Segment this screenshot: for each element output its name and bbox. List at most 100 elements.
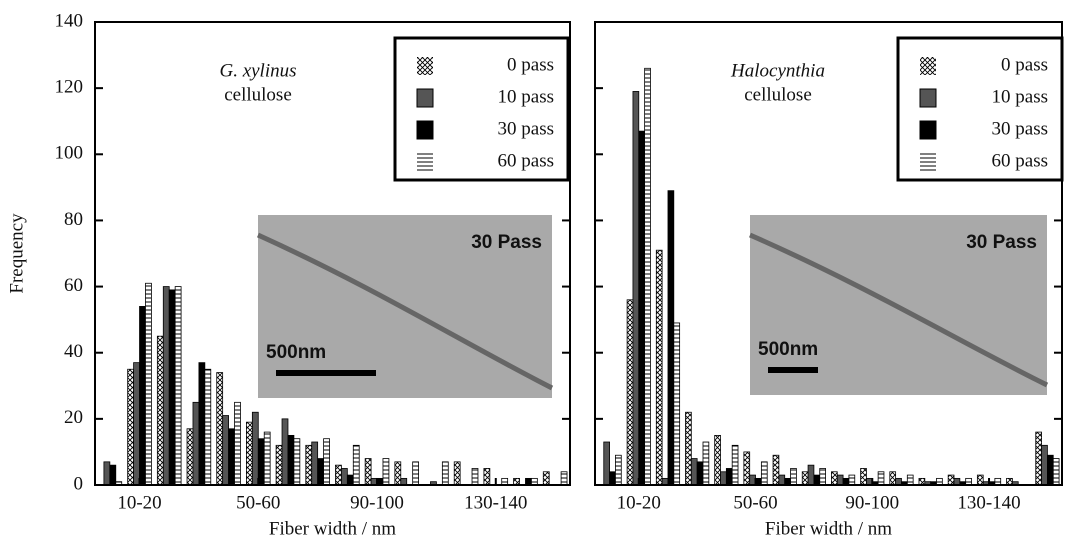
bar <box>335 464 342 486</box>
legend-label: 10 pass <box>498 86 554 107</box>
bar <box>281 418 289 486</box>
y-tick-label: 0 <box>74 473 84 494</box>
bar <box>638 130 646 486</box>
y-tick-label: 40 <box>64 341 83 362</box>
bar <box>673 322 681 486</box>
fiber <box>748 232 1049 388</box>
bar <box>109 464 117 486</box>
legend-label: 60 pass <box>498 150 554 171</box>
bar <box>702 441 710 486</box>
x-axis-label: Fiber width / nm <box>269 518 396 539</box>
legend-swatch <box>919 120 937 140</box>
x-tick-label: 10-20 <box>117 492 161 513</box>
plot-frame <box>94 21 571 486</box>
bar <box>156 335 164 486</box>
inset-label: 30 Pass <box>966 232 1037 253</box>
bar <box>560 471 568 486</box>
legend-swatch <box>919 88 937 108</box>
x-axis-label: Fiber width / nm <box>765 518 892 539</box>
y-tick-label: 140 <box>55 10 84 31</box>
scale-bar-label: 500nm <box>758 339 818 360</box>
bar <box>906 474 914 486</box>
bar <box>234 401 241 486</box>
legend-label: 0 pass <box>507 54 554 75</box>
bar <box>145 282 152 486</box>
bar <box>819 468 826 486</box>
bar <box>836 474 844 486</box>
bar <box>275 444 283 486</box>
bar <box>976 474 984 486</box>
bar <box>323 438 330 486</box>
bar <box>139 306 146 486</box>
bar <box>831 471 838 486</box>
bar <box>655 249 663 486</box>
bar <box>174 286 182 486</box>
bar <box>714 434 721 486</box>
bar <box>778 474 786 486</box>
annotation: cellulose <box>744 84 812 105</box>
bar <box>198 362 206 486</box>
bar <box>483 468 491 486</box>
annotation: Halocynthia <box>730 60 825 81</box>
y-tick-label: 60 <box>64 275 83 296</box>
bar <box>626 299 634 486</box>
scale-bar <box>768 367 818 373</box>
bar <box>317 458 324 486</box>
legend-label: 30 pass <box>992 118 1048 139</box>
bar <box>725 468 733 486</box>
bar <box>743 451 751 486</box>
x-tick-label: 90-100 <box>845 492 899 513</box>
scale-bar-label: 500nm <box>266 342 326 363</box>
bar <box>364 458 372 486</box>
bar <box>1035 431 1042 486</box>
bar <box>394 461 402 486</box>
bar <box>192 401 200 486</box>
legend-label: 10 pass <box>992 86 1048 107</box>
bar <box>1047 454 1054 486</box>
legend-swatch <box>417 153 433 171</box>
bar <box>801 471 809 486</box>
bar <box>772 454 780 486</box>
y-tick-label: 20 <box>64 407 83 428</box>
bar <box>251 411 259 486</box>
bar <box>222 415 229 486</box>
bar <box>632 91 640 486</box>
bar <box>246 421 253 486</box>
legend-swatch <box>416 88 434 108</box>
x-tick-label: 130-140 <box>957 492 1020 513</box>
bar <box>263 431 271 486</box>
bar <box>305 444 313 486</box>
bar <box>453 461 461 486</box>
legend-swatch <box>920 153 936 171</box>
bar <box>685 411 692 486</box>
bar <box>603 441 610 486</box>
annotation: cellulose <box>224 84 292 105</box>
bar <box>696 461 704 486</box>
bar <box>133 362 140 486</box>
bar <box>352 444 360 486</box>
bar <box>848 474 856 486</box>
y-tick-label: 80 <box>64 209 83 230</box>
x-tick-label: 10-20 <box>617 492 661 513</box>
bar <box>860 468 867 486</box>
legend-label: 0 pass <box>1001 54 1048 75</box>
bar <box>168 289 176 486</box>
bar <box>807 464 815 486</box>
legend-swatch <box>416 120 434 140</box>
bar <box>341 468 348 486</box>
bar <box>877 471 885 486</box>
bar <box>228 428 235 486</box>
legend-swatch <box>920 57 936 75</box>
legend-label: 60 pass <box>992 150 1048 171</box>
x-tick-label: 90-100 <box>350 492 404 513</box>
bar <box>790 468 797 486</box>
x-tick-label: 130-140 <box>464 492 527 513</box>
bar <box>382 458 390 486</box>
bar <box>127 368 134 486</box>
y-tick-label: 120 <box>55 77 84 98</box>
bar <box>760 461 768 486</box>
bar <box>889 471 897 486</box>
y-tick-label: 100 <box>55 143 84 164</box>
bar <box>162 286 170 486</box>
